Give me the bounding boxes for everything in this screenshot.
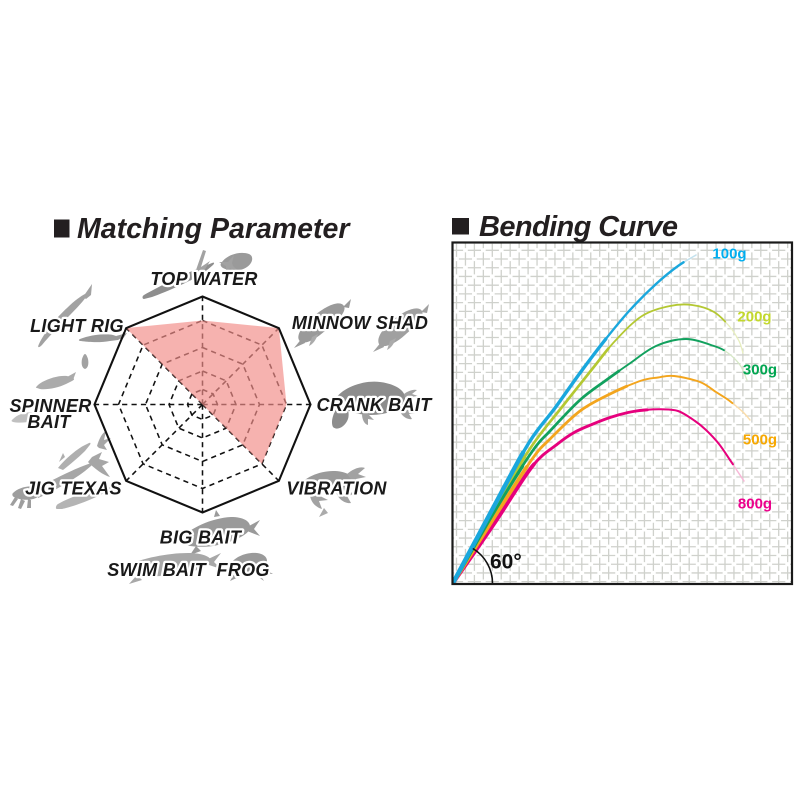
svg-text:VIBRATION: VIBRATION <box>286 479 387 499</box>
svg-text:SWIM BAIT FROG: SWIM BAIT FROG <box>107 560 269 580</box>
svg-text:60°: 60° <box>490 551 522 574</box>
svg-text:BAIT: BAIT <box>27 412 72 432</box>
svg-text:Matching Parameter: Matching Parameter <box>77 213 351 245</box>
svg-text:CRANK BAIT: CRANK BAIT <box>317 395 434 415</box>
svg-text:100g: 100g <box>712 246 746 263</box>
svg-text:300g: 300g <box>743 362 777 379</box>
svg-text:JIG TEXAS: JIG TEXAS <box>25 479 122 499</box>
svg-text:TOP WATER: TOP WATER <box>150 269 257 289</box>
svg-text:BIG BAIT: BIG BAIT <box>160 528 243 548</box>
svg-text:MINNOW SHAD: MINNOW SHAD <box>292 313 428 333</box>
svg-text:500g: 500g <box>743 432 777 449</box>
svg-text:Bending Curve: Bending Curve <box>479 211 678 243</box>
svg-text:SPINNER: SPINNER <box>9 396 91 416</box>
svg-text:800g: 800g <box>738 496 772 513</box>
svg-text:200g: 200g <box>737 309 771 326</box>
svg-text:LIGHT RIG: LIGHT RIG <box>30 316 124 336</box>
